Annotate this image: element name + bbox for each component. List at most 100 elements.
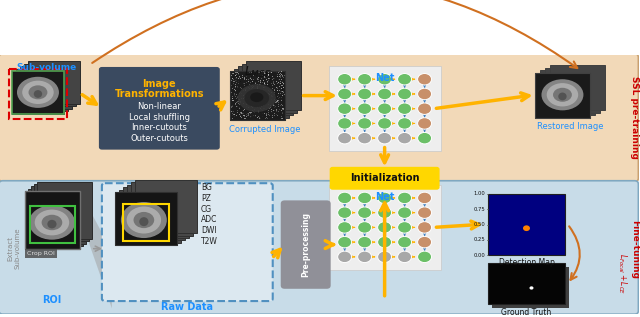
Text: Non-linear: Non-linear xyxy=(138,102,181,111)
Circle shape xyxy=(378,118,392,129)
Circle shape xyxy=(338,236,351,248)
Text: Fine-tuning: Fine-tuning xyxy=(630,220,639,279)
Ellipse shape xyxy=(47,220,56,229)
Circle shape xyxy=(358,207,372,218)
Text: Extract
Sub-volume: Extract Sub-volume xyxy=(8,228,20,269)
Bar xyxy=(488,194,566,255)
Circle shape xyxy=(378,207,392,218)
Circle shape xyxy=(378,251,392,262)
Bar xyxy=(28,61,80,104)
Ellipse shape xyxy=(553,88,572,102)
Text: Transformations: Transformations xyxy=(115,89,204,99)
Text: Net: Net xyxy=(375,192,394,202)
Circle shape xyxy=(358,236,372,248)
Circle shape xyxy=(378,222,392,233)
Ellipse shape xyxy=(29,85,47,99)
Bar xyxy=(25,191,80,249)
Text: Local shuffling: Local shuffling xyxy=(129,113,190,122)
Bar xyxy=(30,206,75,243)
Bar xyxy=(31,186,86,244)
Circle shape xyxy=(338,118,351,129)
Bar xyxy=(488,263,566,304)
Bar xyxy=(536,73,591,118)
Circle shape xyxy=(417,88,431,100)
Circle shape xyxy=(417,192,431,204)
Circle shape xyxy=(378,133,392,144)
FancyBboxPatch shape xyxy=(281,200,331,289)
Text: Pre-processing: Pre-processing xyxy=(301,212,310,277)
Circle shape xyxy=(358,222,372,233)
Bar xyxy=(234,68,289,118)
Ellipse shape xyxy=(127,206,161,234)
Text: 1.00: 1.00 xyxy=(474,191,486,196)
Text: Detection Map: Detection Map xyxy=(499,258,554,268)
Ellipse shape xyxy=(22,81,54,104)
Text: Ground Truth: Ground Truth xyxy=(501,307,552,317)
Circle shape xyxy=(378,192,392,204)
FancyBboxPatch shape xyxy=(102,183,273,301)
Bar xyxy=(24,64,76,106)
Text: $\mathit{L}_{MSE}$: $\mathit{L}_{MSE}$ xyxy=(244,64,271,80)
Circle shape xyxy=(397,207,412,218)
Ellipse shape xyxy=(244,89,269,107)
Text: Crop ROI: Crop ROI xyxy=(27,251,55,256)
Bar xyxy=(12,71,64,113)
Circle shape xyxy=(338,133,351,144)
Circle shape xyxy=(378,88,392,100)
Bar xyxy=(34,184,89,241)
Bar xyxy=(242,64,297,113)
Circle shape xyxy=(397,74,412,85)
Circle shape xyxy=(358,118,372,129)
Text: Restored Image: Restored Image xyxy=(537,122,604,131)
Circle shape xyxy=(417,133,431,144)
Bar xyxy=(12,71,64,113)
Circle shape xyxy=(358,103,372,114)
Circle shape xyxy=(417,103,431,114)
Text: Initialization: Initialization xyxy=(350,173,419,183)
Text: ROI: ROI xyxy=(42,295,61,305)
Bar xyxy=(115,192,177,245)
Circle shape xyxy=(397,103,412,114)
Circle shape xyxy=(338,222,351,233)
Bar xyxy=(536,73,591,118)
Circle shape xyxy=(417,222,431,233)
Circle shape xyxy=(397,88,412,100)
Bar xyxy=(9,68,67,119)
Text: ADC: ADC xyxy=(201,215,217,224)
Ellipse shape xyxy=(140,217,148,226)
Circle shape xyxy=(338,88,351,100)
Text: 0.00: 0.00 xyxy=(474,253,486,258)
Ellipse shape xyxy=(250,92,264,102)
Bar xyxy=(123,187,185,241)
Circle shape xyxy=(338,251,351,262)
Bar xyxy=(492,267,570,307)
Circle shape xyxy=(358,192,372,204)
Circle shape xyxy=(417,251,431,262)
Bar xyxy=(25,191,80,249)
Circle shape xyxy=(358,251,372,262)
Circle shape xyxy=(378,236,392,248)
Text: 0.25: 0.25 xyxy=(474,237,486,243)
FancyBboxPatch shape xyxy=(99,67,220,150)
Ellipse shape xyxy=(17,77,59,108)
Bar xyxy=(238,66,292,115)
Text: T2W: T2W xyxy=(201,236,218,246)
Text: Outer-cutouts: Outer-cutouts xyxy=(131,134,188,143)
Text: $\mathit{L}_{Focal}+\mathit{L}_{CE}$: $\mathit{L}_{Focal}+\mathit{L}_{CE}$ xyxy=(616,253,628,295)
Ellipse shape xyxy=(558,93,566,100)
Circle shape xyxy=(397,222,412,233)
Ellipse shape xyxy=(42,215,62,230)
Ellipse shape xyxy=(34,90,42,98)
Text: Raw Data: Raw Data xyxy=(161,302,213,312)
Text: Sub-volume: Sub-volume xyxy=(17,63,77,72)
Bar xyxy=(123,204,169,241)
Text: 0.50: 0.50 xyxy=(474,222,486,227)
FancyBboxPatch shape xyxy=(0,54,638,182)
Circle shape xyxy=(397,133,412,144)
Bar xyxy=(28,189,83,246)
Text: BG: BG xyxy=(201,184,212,192)
Circle shape xyxy=(397,192,412,204)
Ellipse shape xyxy=(134,212,154,228)
Bar xyxy=(230,71,285,120)
Bar xyxy=(545,68,600,113)
